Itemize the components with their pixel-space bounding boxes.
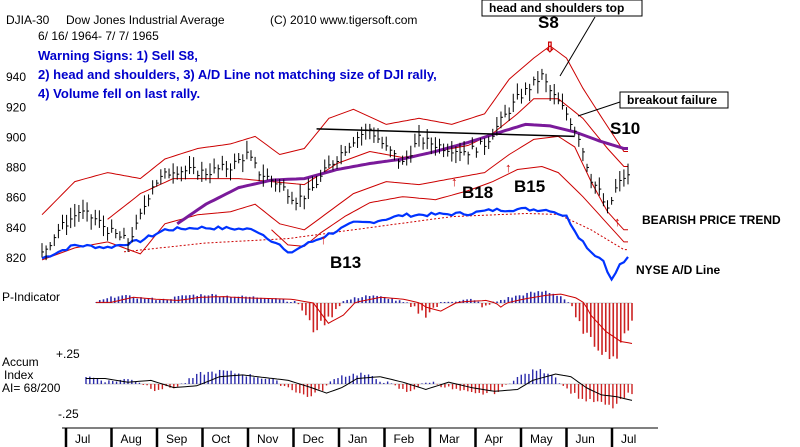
month-label: Jul bbox=[75, 432, 90, 446]
bearish-trend-label: BEARISH PRICE TREND bbox=[642, 213, 781, 227]
month-label: Jul bbox=[621, 432, 636, 446]
p-indicator-average bbox=[96, 293, 633, 344]
p-indicator-bars bbox=[95, 290, 633, 360]
month-label: Feb bbox=[394, 432, 415, 446]
accum-title-2: Index bbox=[4, 368, 33, 382]
extra-buy-arrow-icon: ↑ bbox=[614, 214, 621, 229]
p-indicator-label: P-Indicator bbox=[2, 290, 60, 304]
head-shoulders-label: head and shoulders top bbox=[489, 1, 624, 15]
price-axis: 820 840 860 880 900 920 940 bbox=[6, 70, 26, 265]
b18-signal: B18 bbox=[462, 183, 493, 202]
b18-arrow-icon: ↑ bbox=[451, 174, 458, 189]
breakout-failure-label: breakout failure bbox=[627, 93, 717, 107]
y-tick-label: 920 bbox=[6, 100, 26, 114]
accum-bottom-tick: -.25 bbox=[58, 407, 79, 421]
accum-average bbox=[86, 373, 633, 401]
month-label: Apr bbox=[485, 432, 504, 446]
month-label: Sep bbox=[166, 432, 188, 446]
month-label: May bbox=[530, 432, 553, 446]
y-tick-label: 840 bbox=[6, 221, 26, 235]
y-tick-label: 880 bbox=[6, 161, 26, 175]
month-label: Mar bbox=[439, 432, 460, 446]
y-tick-label: 860 bbox=[6, 191, 26, 205]
month-label: Dec bbox=[303, 432, 324, 446]
b13-arrow-icon: ↑ bbox=[320, 232, 327, 247]
month-axis: Jul Aug Sep Oct Nov Dec Jan Feb Mar Apr May Jun Jul bbox=[64, 428, 636, 447]
accum-ai: AI= 68/200 bbox=[2, 381, 61, 395]
s8-signal: S8 bbox=[538, 13, 559, 32]
warning-line-3: 4) Volume fell on last rally. bbox=[38, 86, 200, 101]
copyright-label: (C) 2010 www.tigersoft.com bbox=[270, 13, 417, 27]
ad-line-group bbox=[41, 206, 629, 282]
head-shoulders-pointer bbox=[559, 16, 596, 77]
month-label: Nov bbox=[257, 432, 278, 446]
month-label: Jan bbox=[348, 432, 367, 446]
accum-top-tick: +.25 bbox=[56, 347, 80, 361]
b15-arrow-icon: ↑ bbox=[505, 160, 512, 175]
nyse-ad-line bbox=[41, 206, 629, 282]
date-range: 6/ 16/ 1964- 7/ 7/ 1965 bbox=[38, 29, 159, 43]
y-tick-label: 900 bbox=[6, 130, 26, 144]
month-label: Jun bbox=[576, 432, 595, 446]
month-label: Aug bbox=[121, 432, 142, 446]
nyse-ad-label: NYSE A/D Line bbox=[636, 263, 721, 277]
warning-line-1: Warning Signs: 1) Sell S8, bbox=[38, 48, 198, 63]
y-tick-label: 940 bbox=[6, 70, 26, 84]
lower-band-line bbox=[41, 135, 628, 261]
accum-title-1: Accum bbox=[2, 355, 39, 369]
month-label: Oct bbox=[212, 432, 231, 446]
ad-moving-average bbox=[123, 212, 628, 253]
b13-signal: B13 bbox=[330, 253, 361, 272]
head-shoulders-box bbox=[481, 0, 643, 17]
inner-upper-band-line bbox=[107, 98, 628, 220]
inner-lower-band-line bbox=[271, 165, 628, 247]
s10-signal: S10 bbox=[610, 119, 640, 138]
breakout-failure-box bbox=[619, 91, 729, 109]
ticker-label: DJIA-30 bbox=[6, 13, 50, 27]
b15-signal: B15 bbox=[514, 177, 545, 196]
s8-arrow-icon: ⇩ bbox=[544, 39, 556, 55]
y-tick-label: 820 bbox=[6, 251, 26, 265]
breakout-failure-pointer bbox=[577, 101, 621, 117]
warning-line-2: 2) head and shoulders, 3) A/D Line not m… bbox=[38, 67, 437, 82]
upper-band-line bbox=[41, 45, 628, 216]
neckline bbox=[316, 128, 575, 138]
price-bars bbox=[41, 68, 630, 261]
accum-bars bbox=[85, 369, 633, 409]
index-name: Dow Jones Industrial Average bbox=[66, 13, 225, 27]
